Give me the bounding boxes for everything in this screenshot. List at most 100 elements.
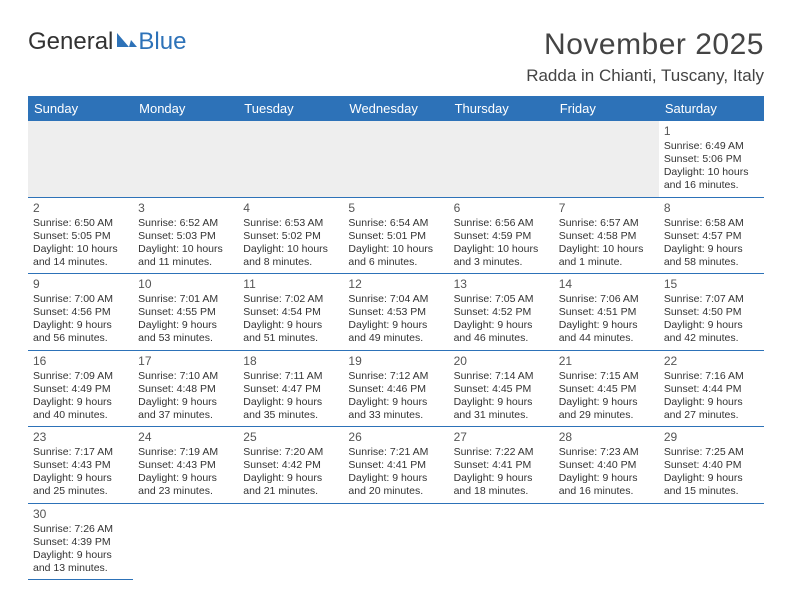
calendar-row: 9Sunrise: 7:00 AMSunset: 4:56 PMDaylight… <box>28 274 764 351</box>
sunrise-line: Sunrise: 7:09 AM <box>33 370 128 383</box>
logo-text-2: Blue <box>138 28 186 56</box>
day-cell: 18Sunrise: 7:11 AMSunset: 4:47 PMDayligh… <box>238 350 343 427</box>
calendar-table: SundayMondayTuesdayWednesdayThursdayFrid… <box>28 96 764 580</box>
daylight-line: Daylight: 9 hours and 56 minutes. <box>33 319 128 345</box>
sunset-line: Sunset: 4:41 PM <box>348 459 443 472</box>
day-cell: 29Sunrise: 7:25 AMSunset: 4:40 PMDayligh… <box>659 427 764 504</box>
daylight-line: Daylight: 9 hours and 27 minutes. <box>664 396 759 422</box>
sunrise-line: Sunrise: 7:25 AM <box>664 446 759 459</box>
day-number: 1 <box>664 124 759 139</box>
daylight-line: Daylight: 9 hours and 49 minutes. <box>348 319 443 345</box>
daylight-line: Daylight: 9 hours and 37 minutes. <box>138 396 233 422</box>
daylight-line: Daylight: 10 hours and 8 minutes. <box>243 243 338 269</box>
day-cell: 10Sunrise: 7:01 AMSunset: 4:55 PMDayligh… <box>133 274 238 351</box>
sunset-line: Sunset: 4:40 PM <box>559 459 654 472</box>
sunset-line: Sunset: 4:42 PM <box>243 459 338 472</box>
sunrise-line: Sunrise: 7:22 AM <box>454 446 549 459</box>
daylight-line: Daylight: 10 hours and 6 minutes. <box>348 243 443 269</box>
day-number: 11 <box>243 277 338 292</box>
daylight-line: Daylight: 9 hours and 58 minutes. <box>664 243 759 269</box>
daylight-line: Daylight: 9 hours and 44 minutes. <box>559 319 654 345</box>
day-number: 27 <box>454 430 549 445</box>
daylight-line: Daylight: 9 hours and 31 minutes. <box>454 396 549 422</box>
sunset-line: Sunset: 4:44 PM <box>664 383 759 396</box>
daylight-line: Daylight: 10 hours and 1 minute. <box>559 243 654 269</box>
daylight-line: Daylight: 10 hours and 11 minutes. <box>138 243 233 269</box>
empty-cell <box>449 121 554 197</box>
sunset-line: Sunset: 4:47 PM <box>243 383 338 396</box>
sunrise-line: Sunrise: 7:15 AM <box>559 370 654 383</box>
sunrise-line: Sunrise: 6:54 AM <box>348 217 443 230</box>
sunrise-line: Sunrise: 6:57 AM <box>559 217 654 230</box>
daylight-line: Daylight: 9 hours and 13 minutes. <box>33 549 128 575</box>
title-block: November 2025 Radda in Chianti, Tuscany,… <box>526 28 764 86</box>
daylight-line: Daylight: 9 hours and 18 minutes. <box>454 472 549 498</box>
day-number: 6 <box>454 201 549 216</box>
day-number: 21 <box>559 354 654 369</box>
day-cell: 19Sunrise: 7:12 AMSunset: 4:46 PMDayligh… <box>343 350 448 427</box>
sunrise-line: Sunrise: 7:04 AM <box>348 293 443 306</box>
daylight-line: Daylight: 9 hours and 16 minutes. <box>559 472 654 498</box>
day-cell: 15Sunrise: 7:07 AMSunset: 4:50 PMDayligh… <box>659 274 764 351</box>
day-cell: 25Sunrise: 7:20 AMSunset: 4:42 PMDayligh… <box>238 427 343 504</box>
day-cell: 27Sunrise: 7:22 AMSunset: 4:41 PMDayligh… <box>449 427 554 504</box>
sunset-line: Sunset: 4:45 PM <box>559 383 654 396</box>
day-cell: 26Sunrise: 7:21 AMSunset: 4:41 PMDayligh… <box>343 427 448 504</box>
sunrise-line: Sunrise: 7:14 AM <box>454 370 549 383</box>
trailing-cell <box>554 503 659 580</box>
location: Radda in Chianti, Tuscany, Italy <box>526 66 764 86</box>
sunset-line: Sunset: 5:01 PM <box>348 230 443 243</box>
daylight-line: Daylight: 9 hours and 42 minutes. <box>664 319 759 345</box>
day-cell: 2Sunrise: 6:50 AMSunset: 5:05 PMDaylight… <box>28 197 133 274</box>
sunset-line: Sunset: 5:06 PM <box>664 153 759 166</box>
empty-cell <box>28 121 133 197</box>
day-cell: 8Sunrise: 6:58 AMSunset: 4:57 PMDaylight… <box>659 197 764 274</box>
sunset-line: Sunset: 4:43 PM <box>138 459 233 472</box>
sunset-line: Sunset: 4:57 PM <box>664 230 759 243</box>
sunrise-line: Sunrise: 7:06 AM <box>559 293 654 306</box>
sunset-line: Sunset: 5:03 PM <box>138 230 233 243</box>
sunrise-line: Sunrise: 7:10 AM <box>138 370 233 383</box>
daylight-line: Daylight: 10 hours and 16 minutes. <box>664 166 759 192</box>
day-cell: 12Sunrise: 7:04 AMSunset: 4:53 PMDayligh… <box>343 274 448 351</box>
sunset-line: Sunset: 4:48 PM <box>138 383 233 396</box>
day-number: 8 <box>664 201 759 216</box>
daylight-line: Daylight: 9 hours and 35 minutes. <box>243 396 338 422</box>
day-cell: 24Sunrise: 7:19 AMSunset: 4:43 PMDayligh… <box>133 427 238 504</box>
day-number: 7 <box>559 201 654 216</box>
sunrise-line: Sunrise: 7:17 AM <box>33 446 128 459</box>
sunset-line: Sunset: 4:55 PM <box>138 306 233 319</box>
day-number: 20 <box>454 354 549 369</box>
day-number: 16 <box>33 354 128 369</box>
day-number: 26 <box>348 430 443 445</box>
empty-cell <box>238 121 343 197</box>
daylight-line: Daylight: 9 hours and 29 minutes. <box>559 396 654 422</box>
header: GeneralBlue November 2025 Radda in Chian… <box>28 28 764 86</box>
sunrise-line: Sunrise: 7:07 AM <box>664 293 759 306</box>
weekday-header: Friday <box>554 96 659 121</box>
day-cell: 30Sunrise: 7:26 AMSunset: 4:39 PMDayligh… <box>28 503 133 580</box>
empty-cell <box>133 121 238 197</box>
sunrise-line: Sunrise: 7:02 AM <box>243 293 338 306</box>
sunrise-line: Sunrise: 7:23 AM <box>559 446 654 459</box>
sunrise-line: Sunrise: 6:53 AM <box>243 217 338 230</box>
day-number: 10 <box>138 277 233 292</box>
empty-cell <box>343 121 448 197</box>
daylight-line: Daylight: 9 hours and 33 minutes. <box>348 396 443 422</box>
day-cell: 3Sunrise: 6:52 AMSunset: 5:03 PMDaylight… <box>133 197 238 274</box>
sunrise-line: Sunrise: 7:19 AM <box>138 446 233 459</box>
sunset-line: Sunset: 4:53 PM <box>348 306 443 319</box>
day-number: 9 <box>33 277 128 292</box>
day-cell: 9Sunrise: 7:00 AMSunset: 4:56 PMDaylight… <box>28 274 133 351</box>
daylight-line: Daylight: 9 hours and 53 minutes. <box>138 319 233 345</box>
sunset-line: Sunset: 5:02 PM <box>243 230 338 243</box>
trailing-cell <box>659 503 764 580</box>
sail-icon <box>115 31 137 49</box>
sunrise-line: Sunrise: 7:20 AM <box>243 446 338 459</box>
day-cell: 17Sunrise: 7:10 AMSunset: 4:48 PMDayligh… <box>133 350 238 427</box>
day-number: 2 <box>33 201 128 216</box>
sunrise-line: Sunrise: 7:01 AM <box>138 293 233 306</box>
day-number: 5 <box>348 201 443 216</box>
day-cell: 11Sunrise: 7:02 AMSunset: 4:54 PMDayligh… <box>238 274 343 351</box>
day-cell: 16Sunrise: 7:09 AMSunset: 4:49 PMDayligh… <box>28 350 133 427</box>
